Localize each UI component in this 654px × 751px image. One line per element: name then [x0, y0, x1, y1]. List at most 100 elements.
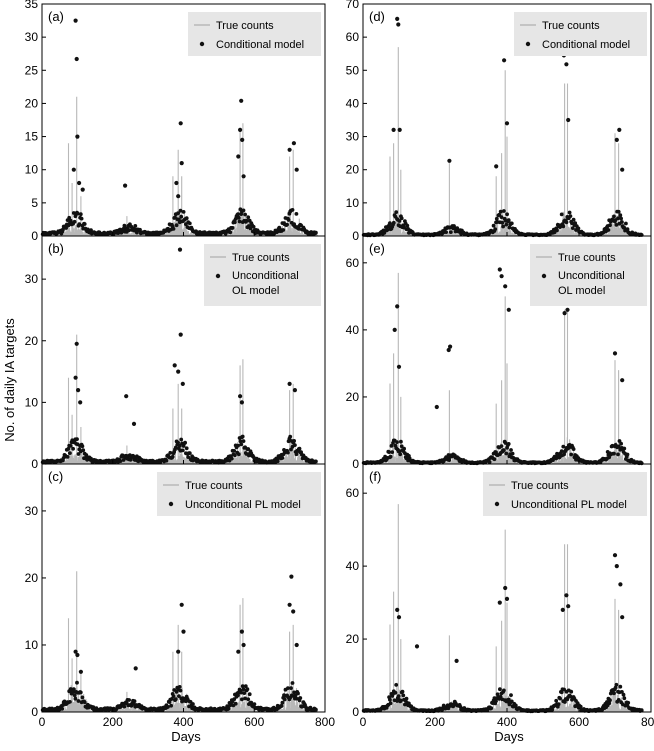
model-point — [499, 444, 504, 448]
model-point — [241, 208, 246, 213]
model-point — [164, 458, 169, 463]
model-point — [392, 327, 397, 332]
model-point — [239, 629, 244, 634]
model-point — [566, 604, 571, 609]
model-point — [251, 455, 256, 459]
model-point — [397, 127, 402, 132]
model-point — [494, 699, 498, 703]
model-point — [502, 58, 507, 63]
model-point — [72, 219, 77, 224]
model-point — [499, 274, 504, 279]
model-point — [396, 364, 402, 369]
model-point — [238, 439, 243, 444]
model-point — [618, 684, 623, 689]
y-tick-label: 10 — [25, 395, 39, 409]
model-point — [401, 693, 406, 698]
model-point — [177, 694, 181, 698]
model-point — [280, 700, 285, 705]
x-tick-label: 200 — [103, 715, 123, 729]
model-point — [186, 455, 191, 459]
panel-label: (b) — [48, 241, 64, 256]
model-point — [64, 226, 68, 230]
panel-d: 0 10 20 30 40 50 60 70 (d) True counts Conditional… — [346, 0, 652, 243]
model-point — [241, 642, 246, 648]
model-point — [504, 121, 510, 126]
model-point — [172, 363, 177, 368]
legend-label-model: Unconditional OL model — [232, 270, 299, 297]
model-point — [608, 698, 612, 703]
model-point — [639, 708, 644, 712]
model-point — [179, 214, 184, 219]
model-point — [248, 226, 253, 231]
model-point — [286, 450, 290, 455]
model-point — [561, 224, 566, 229]
model-point — [236, 693, 240, 698]
model-point — [562, 687, 566, 692]
x-tick-label: 600 — [244, 715, 264, 729]
model-point — [76, 699, 81, 703]
model-point — [504, 451, 509, 456]
y-tick-label: 30 — [346, 130, 360, 144]
model-point — [180, 381, 185, 386]
model-point — [606, 228, 611, 232]
model-point — [240, 697, 244, 702]
model-point — [80, 187, 85, 192]
model-point — [569, 689, 574, 694]
model-point — [249, 700, 254, 705]
model-point — [405, 223, 410, 228]
model-point — [290, 681, 295, 685]
model-point — [617, 127, 622, 132]
model-point — [388, 697, 392, 702]
model-point — [241, 174, 246, 179]
model-point — [177, 247, 183, 252]
model-point — [414, 644, 420, 649]
legend-point-swatch — [199, 41, 205, 47]
model-point — [228, 230, 233, 235]
model-point — [388, 701, 393, 706]
model-point — [176, 194, 181, 199]
y-tick-label: 30 — [25, 504, 39, 518]
model-point — [612, 214, 616, 219]
model-point — [562, 311, 567, 316]
model-point — [509, 699, 514, 704]
model-point — [568, 214, 573, 219]
model-point — [287, 602, 292, 607]
model-point — [176, 211, 181, 216]
model-point — [171, 227, 176, 231]
legend-label-model: Conditional model — [216, 39, 304, 51]
model-point — [78, 690, 83, 695]
model-point — [506, 697, 511, 702]
y-tick-label: 5 — [31, 196, 38, 210]
model-point — [168, 450, 173, 455]
model-point — [396, 22, 401, 27]
model-point — [239, 690, 244, 695]
y-tick-label: 0 — [352, 229, 359, 243]
model-point — [570, 226, 575, 231]
model-point — [454, 658, 459, 664]
model-point — [388, 454, 393, 459]
model-point — [506, 307, 511, 312]
model-point — [612, 691, 616, 696]
model-point — [233, 220, 237, 225]
model-point — [73, 696, 78, 701]
model-point — [614, 564, 619, 569]
panel-label: (a) — [48, 9, 64, 24]
model-point — [487, 460, 492, 464]
y-tick-label: 35 — [25, 0, 39, 11]
model-point — [131, 421, 137, 426]
y-tick-label: 20 — [25, 571, 39, 585]
model-point — [288, 434, 293, 439]
model-point — [510, 451, 515, 456]
model-point — [174, 180, 179, 186]
legend-label-true: True counts — [232, 252, 290, 264]
model-point — [72, 693, 77, 698]
model-point — [626, 700, 631, 705]
legend-box — [204, 244, 321, 306]
x-axis-label-right: Days — [494, 729, 524, 744]
model-point — [389, 444, 394, 448]
model-point — [503, 585, 508, 591]
model-point — [395, 16, 400, 21]
model-point — [122, 704, 127, 709]
model-point — [127, 698, 131, 702]
model-point — [619, 441, 623, 446]
